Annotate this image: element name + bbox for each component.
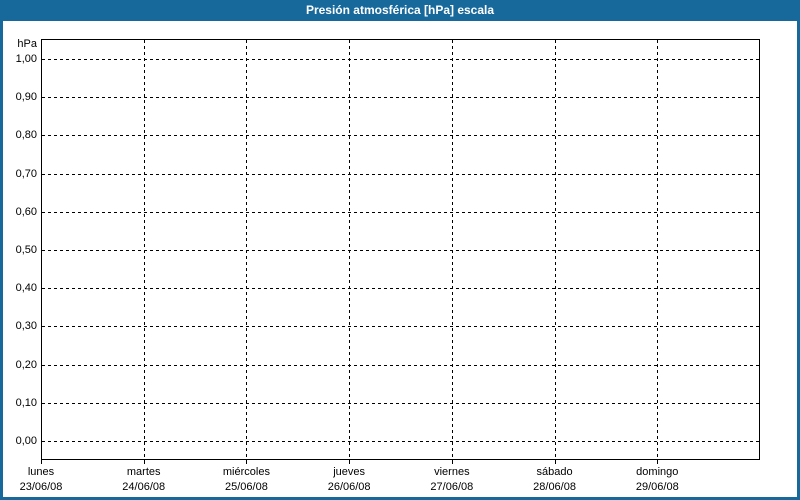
y-tick-label: 0,20 <box>15 358 37 371</box>
x-gridline <box>349 40 351 459</box>
x-tick-date: 28/06/08 <box>533 481 576 493</box>
x-tick-date: 29/06/08 <box>635 481 679 493</box>
x-tick-weekday: martes <box>126 466 161 478</box>
x-gridline <box>143 40 145 459</box>
x-tick-weekday: viernes <box>434 466 470 478</box>
y-gridline <box>42 288 759 290</box>
y-tick-label: 0,70 <box>15 167 37 180</box>
x-tick-mark <box>41 459 42 464</box>
y-gridline <box>42 59 759 60</box>
y-tick-label: 0,40 <box>15 282 37 295</box>
y-tick-label: 0,00 <box>15 435 37 447</box>
y-gridline <box>42 364 759 366</box>
x-tick-date: 23/06/08 <box>19 481 63 493</box>
y-tick-label: 0,80 <box>15 129 37 142</box>
y-tick-label: 0,90 <box>15 91 37 104</box>
x-tick-date: 26/06/08 <box>327 481 371 493</box>
y-gridline <box>42 211 759 213</box>
x-gridline <box>246 40 248 459</box>
x-tick-weekday: miércoles <box>222 466 270 478</box>
x-tick-date: 25/06/08 <box>225 481 268 493</box>
y-tick-label: 0,30 <box>15 320 37 333</box>
x-tick-mark <box>554 459 556 464</box>
x-tick-mark <box>451 459 453 464</box>
plot-area <box>41 39 760 460</box>
y-gridline <box>42 250 759 251</box>
x-tick-weekday: domingo <box>636 466 679 478</box>
y-axis-unit-label: hPa <box>17 38 37 50</box>
y-tick-label: 0,50 <box>15 244 37 256</box>
x-tick-date: 24/06/08 <box>122 481 166 493</box>
x-tick-weekday: lunes <box>27 466 55 478</box>
frame-border-bottom <box>0 497 800 500</box>
x-tick-weekday: jueves <box>333 466 366 478</box>
x-tick-mark <box>657 459 659 464</box>
y-tick-label: 1,00 <box>15 53 37 65</box>
y-gridline <box>42 173 759 175</box>
x-tick-mark <box>143 459 145 464</box>
x-tick-mark <box>246 459 248 464</box>
y-gridline <box>42 441 759 442</box>
y-gridline <box>42 326 759 328</box>
x-tick-date: 27/06/08 <box>430 481 474 493</box>
x-gridline <box>554 40 556 459</box>
x-gridline <box>657 40 659 459</box>
frame-border-right <box>797 21 800 500</box>
y-gridline <box>42 135 759 137</box>
x-tick-mark <box>349 459 351 464</box>
y-tick-label: 0,10 <box>15 396 37 409</box>
y-gridline <box>42 97 759 99</box>
x-tick-weekday: sábado <box>536 466 573 478</box>
y-gridline <box>42 402 759 404</box>
frame-border-left <box>0 21 3 500</box>
window-titlebar: Presión atmosférica [hPa] escala <box>0 0 800 21</box>
x-gridline <box>451 40 453 459</box>
y-tick-label: 0,60 <box>15 205 37 218</box>
window-title: Presión atmosférica [hPa] escala <box>305 3 495 17</box>
